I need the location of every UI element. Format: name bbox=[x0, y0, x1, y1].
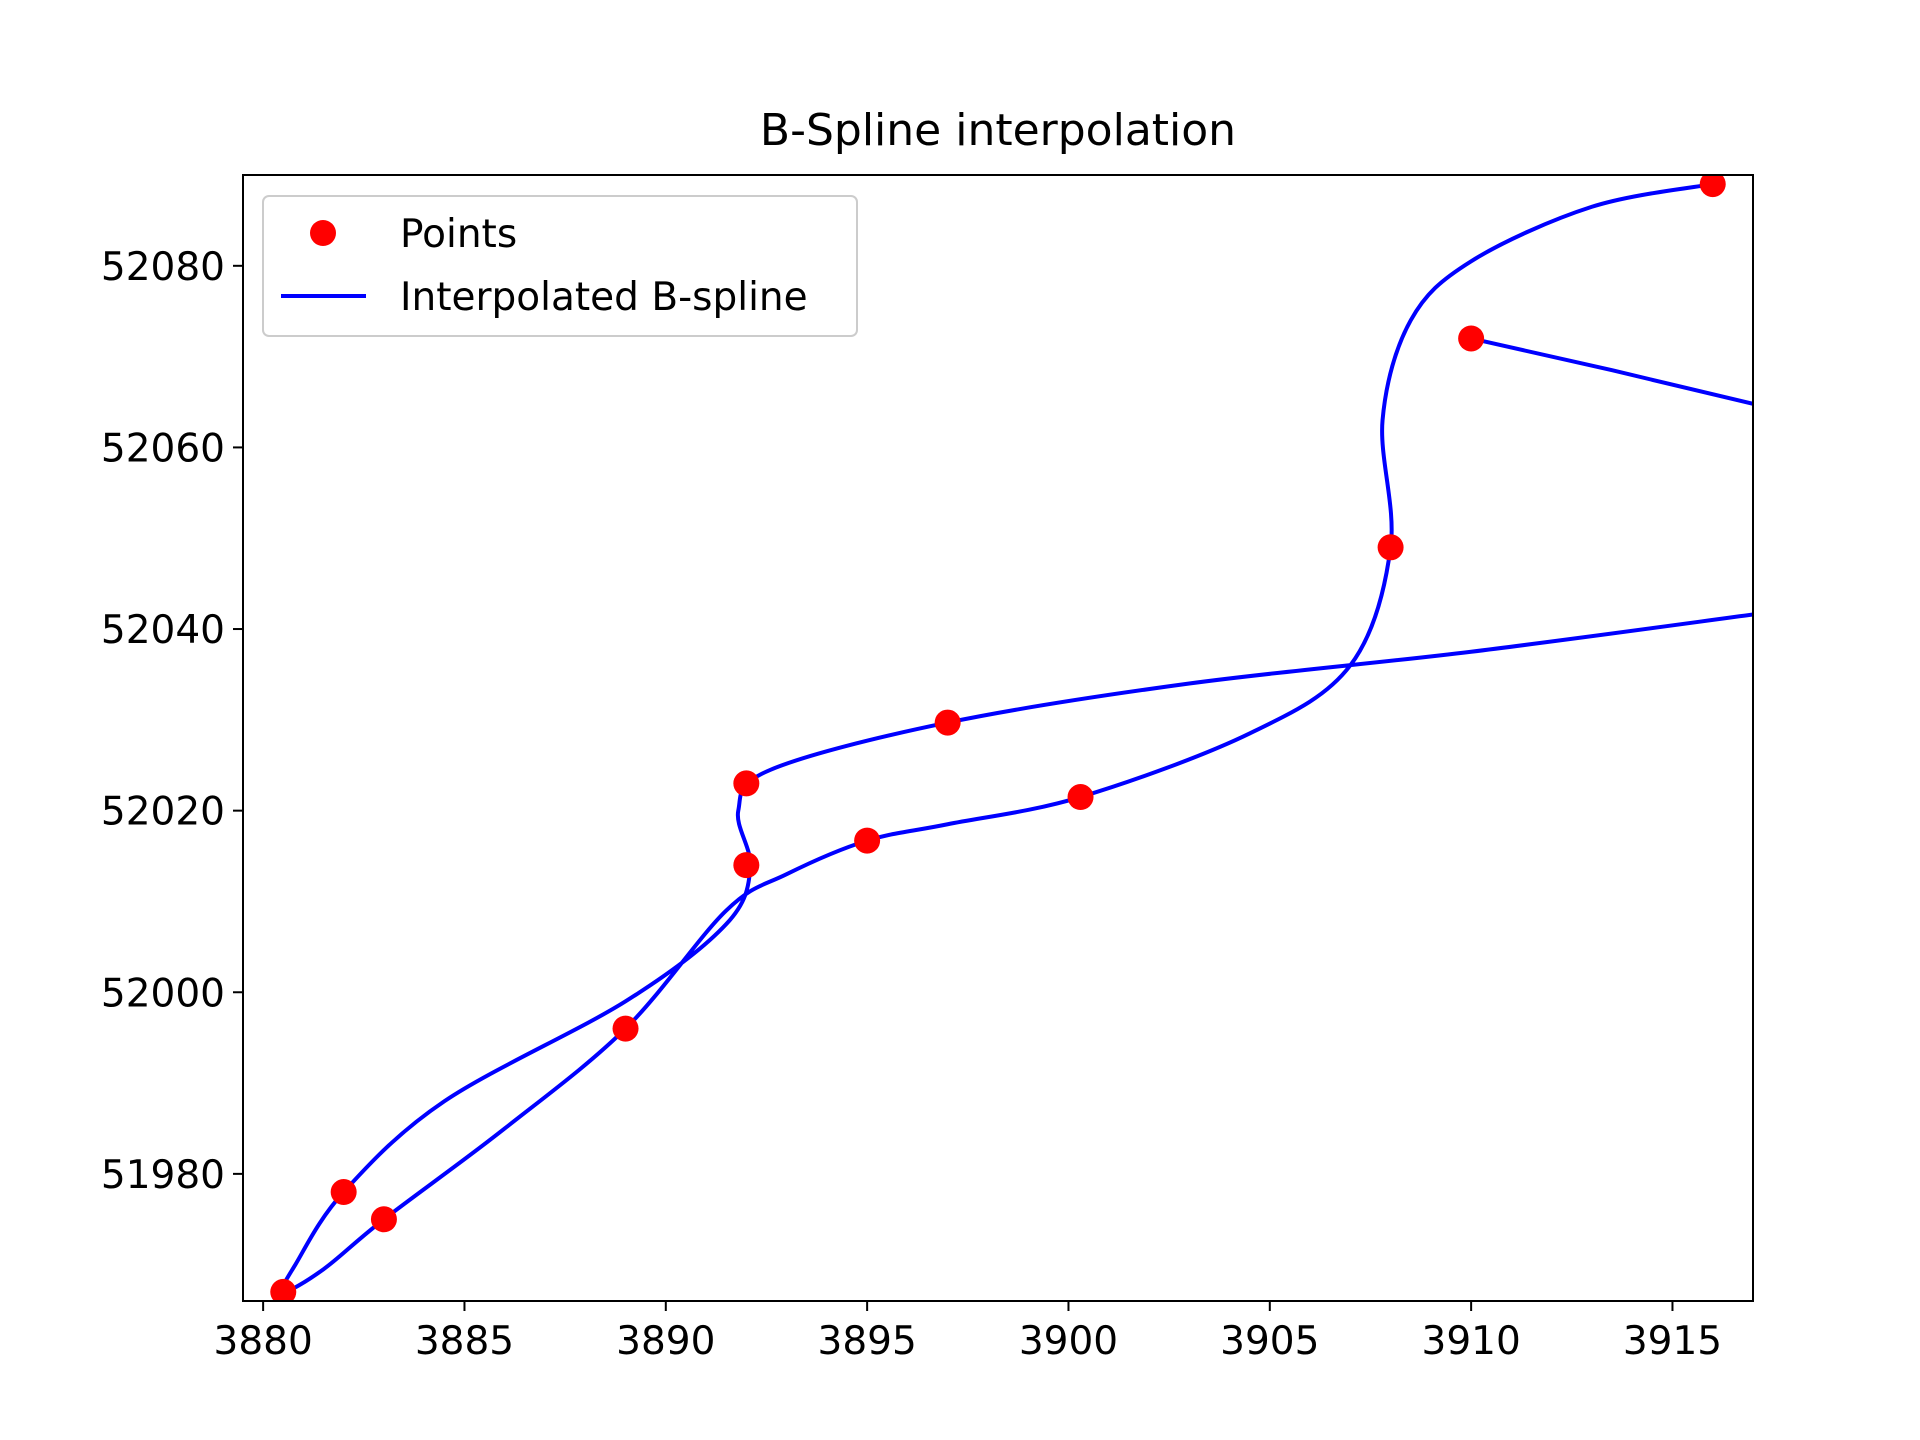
data-point bbox=[1377, 534, 1404, 561]
legend: Points Interpolated B-spline bbox=[262, 195, 858, 337]
x-tick-label: 3915 bbox=[1623, 1319, 1722, 1364]
data-point bbox=[733, 852, 760, 879]
x-tick-label: 3890 bbox=[616, 1319, 715, 1364]
y-tick-label: 52000 bbox=[101, 971, 225, 1016]
legend-points-marker bbox=[310, 220, 336, 246]
data-point bbox=[733, 770, 760, 797]
data-point bbox=[270, 1278, 297, 1301]
data-point bbox=[854, 827, 881, 854]
x-tick-label: 3880 bbox=[214, 1319, 313, 1364]
x-axis: 3880 3885 3890 3895 3900 3905 3910 3915 bbox=[214, 1301, 1722, 1364]
legend-box bbox=[262, 195, 858, 337]
data-point bbox=[1067, 784, 1094, 811]
y-tick-label: 52040 bbox=[101, 608, 225, 653]
y-tick-label: 51980 bbox=[101, 1153, 225, 1198]
data-point bbox=[1699, 175, 1726, 198]
x-tick-label: 3885 bbox=[415, 1319, 514, 1364]
x-tick-label: 3905 bbox=[1220, 1319, 1319, 1364]
chart-title: B-Spline interpolation bbox=[760, 105, 1236, 156]
spline-segment bbox=[1469, 336, 1753, 406]
y-axis: 51980 52000 52020 52040 52060 52080 bbox=[101, 245, 243, 1198]
y-tick-label: 52020 bbox=[101, 790, 225, 835]
x-tick-label: 3895 bbox=[818, 1319, 917, 1364]
x-tick-label: 3900 bbox=[1019, 1319, 1118, 1364]
x-tick-label: 3910 bbox=[1422, 1319, 1521, 1364]
plot-frame bbox=[242, 174, 1754, 1302]
data-point bbox=[934, 709, 961, 736]
plot-points-layer bbox=[270, 175, 1726, 1301]
legend-points-label: Points bbox=[400, 212, 517, 257]
data-point bbox=[370, 1206, 397, 1233]
data-point bbox=[612, 1015, 639, 1042]
y-tick-label: 52060 bbox=[101, 426, 225, 471]
legend-spline-label: Interpolated B-spline bbox=[400, 275, 808, 320]
y-tick-label: 52080 bbox=[101, 245, 225, 290]
data-point bbox=[330, 1179, 357, 1206]
data-point bbox=[1458, 325, 1485, 352]
